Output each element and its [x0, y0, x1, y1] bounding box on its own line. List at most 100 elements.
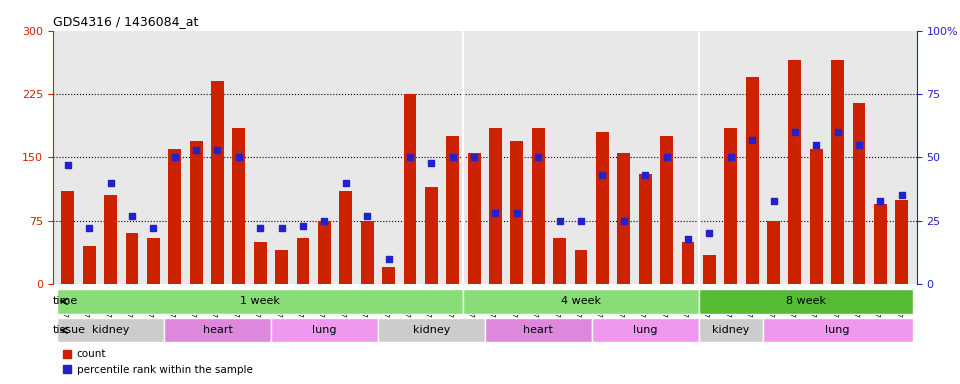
Point — [852, 142, 867, 148]
Point — [103, 180, 118, 186]
FancyBboxPatch shape — [699, 290, 913, 313]
Text: lung: lung — [633, 325, 658, 335]
Bar — [553, 238, 566, 284]
Text: heart: heart — [523, 325, 553, 335]
Bar — [660, 136, 673, 284]
Point — [231, 154, 247, 161]
Bar — [126, 233, 138, 284]
Bar — [638, 174, 652, 284]
Bar — [746, 77, 758, 284]
Bar — [190, 141, 203, 284]
Bar — [211, 81, 224, 284]
Point — [659, 154, 674, 161]
Bar — [104, 195, 117, 284]
Point — [423, 159, 439, 166]
Bar — [318, 221, 331, 284]
Point — [616, 218, 632, 224]
FancyBboxPatch shape — [485, 318, 591, 343]
Bar — [468, 153, 481, 284]
Bar — [703, 255, 716, 284]
Point — [488, 210, 503, 216]
Point — [274, 225, 289, 232]
Bar — [831, 60, 844, 284]
Bar — [232, 128, 245, 284]
Text: 8 week: 8 week — [785, 296, 826, 306]
FancyBboxPatch shape — [378, 318, 485, 343]
Bar — [83, 246, 96, 284]
Point — [60, 162, 76, 168]
Bar — [382, 267, 395, 284]
Point — [381, 256, 396, 262]
Point — [702, 230, 717, 237]
Text: kidney: kidney — [92, 325, 130, 335]
Point — [467, 154, 482, 161]
Bar — [617, 153, 630, 284]
Point — [808, 142, 824, 148]
Bar — [61, 191, 74, 284]
FancyBboxPatch shape — [164, 318, 271, 343]
FancyBboxPatch shape — [464, 290, 699, 313]
Point — [723, 154, 738, 161]
Bar — [596, 132, 609, 284]
Point — [252, 225, 268, 232]
Point — [894, 192, 909, 199]
Text: lung: lung — [312, 325, 337, 335]
Bar — [575, 250, 588, 284]
Point — [509, 210, 524, 216]
Legend: count, percentile rank within the sample: count, percentile rank within the sample — [58, 345, 257, 379]
Bar — [425, 187, 438, 284]
Text: GDS4316 / 1436084_at: GDS4316 / 1436084_at — [53, 15, 198, 28]
FancyBboxPatch shape — [591, 318, 699, 343]
Bar — [489, 128, 502, 284]
Point — [188, 147, 204, 153]
Point — [873, 197, 888, 204]
FancyBboxPatch shape — [57, 290, 464, 313]
Bar — [297, 238, 309, 284]
FancyBboxPatch shape — [763, 318, 913, 343]
FancyBboxPatch shape — [699, 318, 763, 343]
Point — [787, 129, 803, 135]
Text: lung: lung — [826, 325, 850, 335]
Point — [744, 137, 759, 143]
Point — [124, 213, 139, 219]
Bar — [511, 141, 523, 284]
Point — [146, 225, 161, 232]
Point — [359, 213, 374, 219]
Bar — [340, 191, 352, 284]
Point — [573, 218, 588, 224]
Bar — [361, 221, 373, 284]
Bar — [767, 221, 780, 284]
Bar — [147, 238, 159, 284]
Bar — [874, 204, 887, 284]
Bar — [810, 149, 823, 284]
Point — [296, 223, 311, 229]
Bar — [682, 242, 694, 284]
Point — [595, 172, 611, 178]
Text: kidney: kidney — [712, 325, 750, 335]
Bar — [532, 128, 544, 284]
Bar — [896, 200, 908, 284]
Point — [531, 154, 546, 161]
Text: kidney: kidney — [413, 325, 450, 335]
Text: heart: heart — [203, 325, 232, 335]
Point — [82, 225, 97, 232]
Bar — [852, 103, 866, 284]
Bar — [276, 250, 288, 284]
Point — [681, 235, 696, 242]
Bar — [788, 60, 802, 284]
Text: time: time — [53, 296, 78, 306]
Text: 1 week: 1 week — [240, 296, 280, 306]
Bar — [725, 128, 737, 284]
Bar — [253, 242, 267, 284]
FancyBboxPatch shape — [57, 318, 164, 343]
Point — [830, 129, 846, 135]
Text: tissue: tissue — [53, 325, 85, 335]
Point — [766, 197, 781, 204]
Point — [167, 154, 182, 161]
Point — [317, 218, 332, 224]
FancyBboxPatch shape — [271, 318, 378, 343]
Point — [637, 172, 653, 178]
Point — [338, 180, 353, 186]
Point — [210, 147, 226, 153]
Point — [402, 154, 418, 161]
